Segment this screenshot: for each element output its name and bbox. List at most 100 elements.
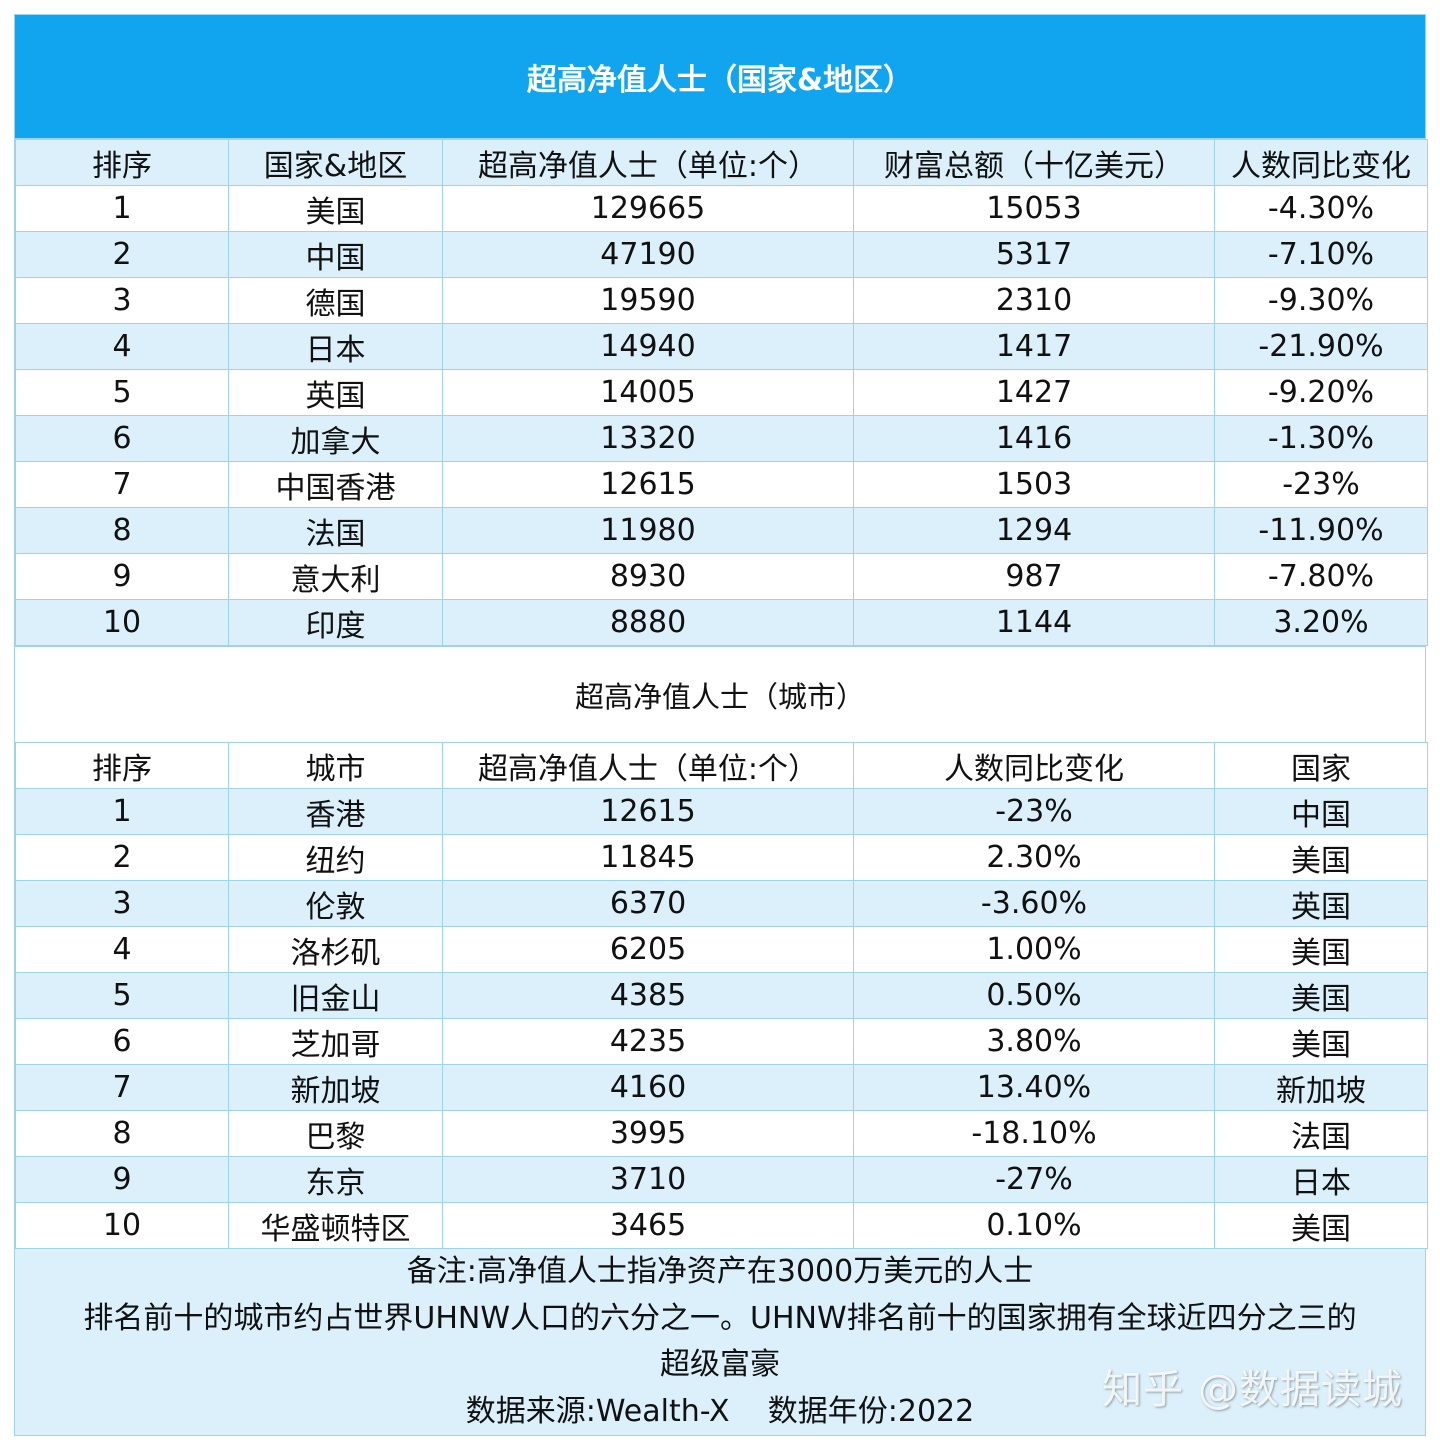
cell-rank: 2 bbox=[15, 834, 229, 881]
cell-country: 日本 bbox=[1214, 1156, 1428, 1203]
table-row: 10 华盛顿特区 3465 0.10% 美国 bbox=[15, 1202, 1428, 1249]
cell-city: 芝加哥 bbox=[228, 1018, 443, 1065]
cell-rank: 4 bbox=[15, 926, 229, 973]
table-row: 8 法国 11980 1294 -11.90% bbox=[15, 507, 1428, 554]
city-table-header: 排序 城市 超高净值人士（单位:个） 人数同比变化 国家 bbox=[15, 742, 1428, 789]
cell-total-wealth: 1417 bbox=[853, 323, 1215, 370]
cell-uhnw-count: 11980 bbox=[442, 507, 854, 554]
cell-total-wealth: 1416 bbox=[853, 415, 1215, 462]
cell-rank: 10 bbox=[15, 599, 229, 646]
header-total-wealth: 财富总额（十亿美元） bbox=[853, 139, 1215, 186]
cell-uhnw-count: 4385 bbox=[442, 972, 854, 1019]
city-table: 排序 城市 超高净值人士（单位:个） 人数同比变化 国家 1 香港 12615 -23… bbox=[15, 742, 1428, 1249]
cell-country: 美国 bbox=[1214, 926, 1428, 973]
cell-rank: 10 bbox=[15, 1202, 229, 1249]
cell-country: 中国香港 bbox=[228, 461, 443, 508]
note-source: 数据来源:Wealth-X 数据年份:2022 bbox=[465, 1393, 975, 1429]
cell-rank: 5 bbox=[15, 972, 229, 1019]
header-uhnw-count: 超高净值人士（单位:个） bbox=[442, 742, 854, 789]
cell-country: 美国 bbox=[1214, 1018, 1428, 1065]
cell-rank: 7 bbox=[15, 1064, 229, 1111]
cell-country: 印度 bbox=[228, 599, 443, 646]
country-table-header: 排序 国家&地区 超高净值人士（单位:个） 财富总额（十亿美元） 人数同比变化 bbox=[15, 139, 1428, 186]
notes-section: 备注:高净值人士指净资产在3000万美元的人士 排名前十的城市约占世界UHNW人… bbox=[15, 1249, 1425, 1435]
uhnw-report: 超高净值人士（国家&地区） 排序 国家&地区 超高净值人士（单位:个） 财富总额… bbox=[14, 14, 1428, 1436]
cell-uhnw-count: 8930 bbox=[442, 553, 854, 600]
cell-country: 法国 bbox=[228, 507, 443, 554]
note-summary: 排名前十的城市约占世界UHNW人口的六分之一。UHNW排名前十的国家拥有全球近四… bbox=[83, 1300, 1357, 1336]
cell-rank: 4 bbox=[15, 323, 229, 370]
table-row: 6 加拿大 13320 1416 -1.30% bbox=[15, 415, 1428, 462]
cell-rank: 9 bbox=[15, 553, 229, 600]
cell-rank: 2 bbox=[15, 231, 229, 278]
cell-city: 洛杉矶 bbox=[228, 926, 443, 973]
cell-country: 新加坡 bbox=[1214, 1064, 1428, 1111]
cell-city: 纽约 bbox=[228, 834, 443, 881]
cell-uhnw-count: 19590 bbox=[442, 277, 854, 324]
table-row: 8 巴黎 3995 -18.10% 法国 bbox=[15, 1110, 1428, 1157]
table-row: 3 德国 19590 2310 -9.30% bbox=[15, 277, 1428, 324]
cell-yoy-change: -27% bbox=[853, 1156, 1215, 1203]
cell-yoy-change: -9.30% bbox=[1214, 277, 1428, 324]
cell-yoy-change: 3.80% bbox=[853, 1018, 1215, 1065]
cell-yoy-change: -21.90% bbox=[1214, 323, 1428, 370]
header-yoy-change: 人数同比变化 bbox=[1214, 139, 1428, 186]
cell-yoy-change: -7.80% bbox=[1214, 553, 1428, 600]
table-row: 7 中国香港 12615 1503 -23% bbox=[15, 461, 1428, 508]
cell-rank: 6 bbox=[15, 1018, 229, 1065]
table-row: 9 意大利 8930 987 -7.80% bbox=[15, 553, 1428, 600]
note-summary-cont: 超级富豪 bbox=[660, 1347, 780, 1382]
cell-city: 新加坡 bbox=[228, 1064, 443, 1111]
cell-rank: 5 bbox=[15, 369, 229, 416]
table-row: 5 英国 14005 1427 -9.20% bbox=[15, 369, 1428, 416]
header-city: 城市 bbox=[228, 742, 443, 789]
cell-rank: 7 bbox=[15, 461, 229, 508]
watermark: 知乎 @数据读城 bbox=[1102, 1366, 1403, 1413]
cell-rank: 3 bbox=[15, 277, 229, 324]
cell-yoy-change: -9.20% bbox=[1214, 369, 1428, 416]
cell-uhnw-count: 6370 bbox=[442, 880, 854, 927]
cell-yoy-change: -4.30% bbox=[1214, 185, 1428, 232]
cell-rank: 3 bbox=[15, 880, 229, 927]
cell-uhnw-count: 12615 bbox=[442, 788, 854, 835]
table-row: 10 印度 8880 1144 3.20% bbox=[15, 599, 1428, 646]
country-table: 排序 国家&地区 超高净值人士（单位:个） 财富总额（十亿美元） 人数同比变化 … bbox=[15, 139, 1428, 646]
cell-country: 美国 bbox=[1214, 834, 1428, 881]
cell-country: 加拿大 bbox=[228, 415, 443, 462]
cell-country: 法国 bbox=[1214, 1110, 1428, 1157]
table-row: 4 日本 14940 1417 -21.90% bbox=[15, 323, 1428, 370]
table-row: 2 纽约 11845 2.30% 美国 bbox=[15, 834, 1428, 881]
cell-country: 中国 bbox=[228, 231, 443, 278]
header-rank: 排序 bbox=[15, 742, 229, 789]
header-rank: 排序 bbox=[15, 139, 229, 186]
cell-rank: 8 bbox=[15, 1110, 229, 1157]
cell-yoy-change: -23% bbox=[853, 788, 1215, 835]
cell-country: 英国 bbox=[228, 369, 443, 416]
cell-uhnw-count: 12615 bbox=[442, 461, 854, 508]
cell-city: 旧金山 bbox=[228, 972, 443, 1019]
cell-total-wealth: 1427 bbox=[853, 369, 1215, 416]
cell-yoy-change: 0.50% bbox=[853, 972, 1215, 1019]
cell-city: 伦敦 bbox=[228, 880, 443, 927]
cell-yoy-change: -3.60% bbox=[853, 880, 1215, 927]
cell-uhnw-count: 6205 bbox=[442, 926, 854, 973]
country-table-title: 超高净值人士（国家&地区） bbox=[15, 15, 1425, 139]
cell-city: 巴黎 bbox=[228, 1110, 443, 1157]
cell-country: 德国 bbox=[228, 277, 443, 324]
table-row: 5 旧金山 4385 0.50% 美国 bbox=[15, 972, 1428, 1019]
cell-uhnw-count: 3710 bbox=[442, 1156, 854, 1203]
cell-total-wealth: 5317 bbox=[853, 231, 1215, 278]
cell-city: 华盛顿特区 bbox=[228, 1202, 443, 1249]
cell-yoy-change: -1.30% bbox=[1214, 415, 1428, 462]
cell-country: 意大利 bbox=[228, 553, 443, 600]
table-row: 4 洛杉矶 6205 1.00% 美国 bbox=[15, 926, 1428, 973]
cell-rank: 8 bbox=[15, 507, 229, 554]
cell-city: 香港 bbox=[228, 788, 443, 835]
cell-uhnw-count: 3995 bbox=[442, 1110, 854, 1157]
cell-total-wealth: 1144 bbox=[853, 599, 1215, 646]
cell-uhnw-count: 14005 bbox=[442, 369, 854, 416]
cell-yoy-change: -7.10% bbox=[1214, 231, 1428, 278]
cell-total-wealth: 1294 bbox=[853, 507, 1215, 554]
cell-country: 美国 bbox=[228, 185, 443, 232]
cell-uhnw-count: 4235 bbox=[442, 1018, 854, 1065]
